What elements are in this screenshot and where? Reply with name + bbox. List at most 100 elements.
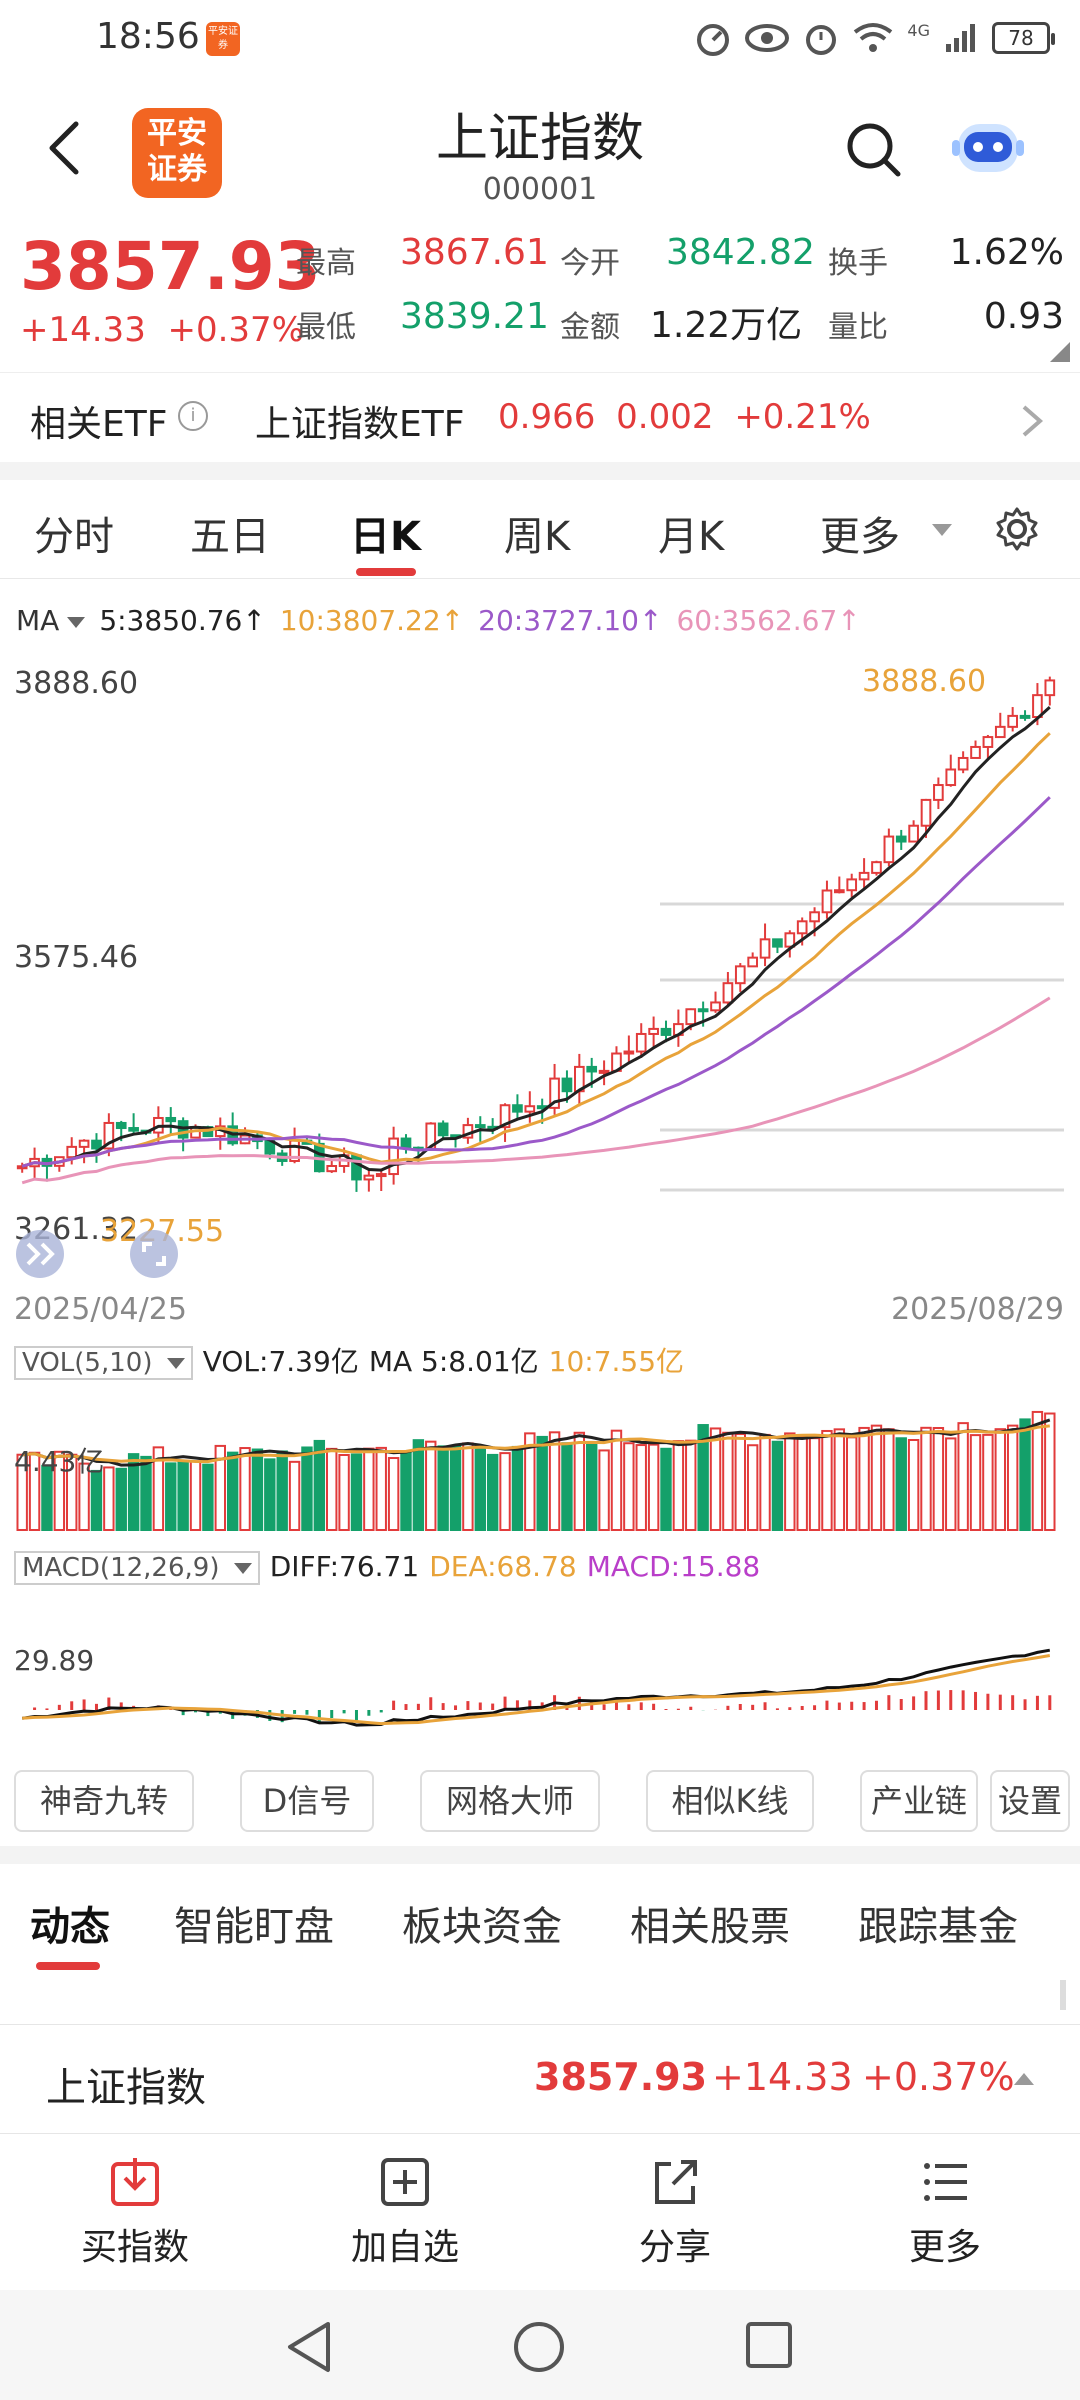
volume-bar xyxy=(449,1444,462,1531)
volume-bar xyxy=(945,1437,957,1531)
macd-chart[interactable]: 29.89 xyxy=(0,1600,1080,1770)
ma5-line xyxy=(21,705,1051,1172)
ma-dropdown-icon[interactable] xyxy=(67,616,86,628)
fullscreen-icon[interactable] xyxy=(128,1228,180,1280)
volume-ratio-label: 量比 xyxy=(828,310,888,345)
volume-bar xyxy=(821,1429,833,1532)
volume-bar xyxy=(573,1431,586,1531)
nav-back-icon[interactable] xyxy=(284,2320,334,2374)
tool-grid-master[interactable]: 网格大师 xyxy=(420,1770,600,1832)
index-quote-row[interactable]: 上证指数 3857.93 +14.33 +0.37% xyxy=(0,2024,1080,2134)
volume-bar xyxy=(808,1437,821,1531)
open-label: 今开 xyxy=(560,246,620,281)
dea-line xyxy=(22,1654,1051,1726)
y-axis-top-label: 3888.60 xyxy=(14,666,139,701)
candlestick xyxy=(710,1001,721,1012)
volume-bar xyxy=(103,1466,115,1531)
volume-bar xyxy=(846,1436,858,1531)
bottom-action-bar: 买指数 加自选 分享 更多 xyxy=(0,2136,1080,2286)
etf-quote: 0.966 0.002 +0.21% xyxy=(498,397,871,437)
caret-up-icon[interactable] xyxy=(1014,2073,1034,2085)
header: 平安证券 上证指数 000001 xyxy=(0,80,1080,220)
volume-bar xyxy=(524,1432,536,1531)
tab-tracking-funds[interactable]: 跟踪基金 xyxy=(858,1904,1018,1950)
volume-bar xyxy=(759,1433,771,1531)
volume-bar xyxy=(660,1447,672,1531)
volume-bar xyxy=(152,1446,165,1531)
tab-five-day[interactable]: 五日 xyxy=(190,514,270,560)
macd-canvas xyxy=(21,1648,1052,1727)
buy-index-button[interactable]: 买指数 xyxy=(50,2156,220,2270)
more-button[interactable]: 更多 xyxy=(860,2156,1030,2270)
diff-value: DIFF:76.71 xyxy=(269,1550,420,1583)
tab-smart-monitor[interactable]: 智能盯盘 xyxy=(174,1904,334,1950)
candlestick xyxy=(722,982,734,1004)
candlestick xyxy=(165,1116,177,1123)
tab-more[interactable]: 更多 xyxy=(820,514,900,560)
tab-sector-funds[interactable]: 板块资金 xyxy=(402,1904,562,1950)
kline-period-tabs: 分时 五日 日K 周K 月K 更多 xyxy=(0,480,1080,580)
volume-bar xyxy=(685,1439,697,1531)
tab-news[interactable]: 动态 xyxy=(30,1904,110,1950)
add-watchlist-button[interactable]: 加自选 xyxy=(320,2156,490,2270)
volume-bar xyxy=(858,1426,870,1531)
candlestick xyxy=(437,1122,449,1137)
volume-bar xyxy=(994,1428,1006,1531)
volume-bar xyxy=(895,1437,907,1531)
candlestick xyxy=(858,871,870,881)
candlestick xyxy=(326,1164,338,1173)
nav-home-icon[interactable] xyxy=(512,2320,566,2374)
volume-chart[interactable]: 4.43亿 xyxy=(0,1380,1080,1540)
kline-chart[interactable]: 3888.60 3575.46 3261.32 3888.60 3227.55 … xyxy=(0,650,1080,1327)
low-label: 最低 xyxy=(296,310,356,345)
volume-bar xyxy=(623,1442,635,1531)
expand-corner-icon[interactable] xyxy=(1050,342,1070,362)
tab-weekly-k[interactable]: 周K xyxy=(504,514,571,560)
volume-bar xyxy=(53,1450,66,1531)
share-button[interactable]: 分享 xyxy=(590,2156,760,2270)
index-price: 3857.93 xyxy=(534,2055,708,2099)
collapse-arrows-icon[interactable] xyxy=(14,1228,66,1280)
end-date-label: 2025/08/29 xyxy=(891,1292,1064,1327)
signal-icon xyxy=(946,24,975,52)
tool-industry-chain[interactable]: 产业链 xyxy=(860,1770,978,1832)
volume-bar xyxy=(870,1424,883,1531)
volume-bar xyxy=(486,1453,499,1531)
related-etf-row[interactable]: 相关ETF i 上证指数ETF 0.966 0.002 +0.21% xyxy=(0,372,1080,462)
candlestick xyxy=(796,920,808,935)
gear-icon[interactable] xyxy=(994,506,1040,552)
index-name: 上证指数 xyxy=(46,2065,206,2111)
tab-intraday[interactable]: 分时 xyxy=(34,514,114,560)
y-axis-mid-label: 3575.46 xyxy=(14,940,139,975)
volume-ma5-value: MA 5:8.01亿 xyxy=(368,1345,539,1378)
robot-assistant-icon[interactable] xyxy=(950,110,1026,186)
status-icons: 4G 78 xyxy=(695,18,1055,58)
status-time: 18:56 xyxy=(96,16,200,57)
volume-ratio-value: 0.93 xyxy=(983,296,1064,337)
volume-bar xyxy=(41,1464,53,1531)
volume-ma10-line xyxy=(22,1424,1050,1464)
tool-similar-kline[interactable]: 相似K线 xyxy=(646,1770,814,1832)
more-label: 更多 xyxy=(908,2227,981,2268)
caret-down-icon[interactable] xyxy=(932,524,952,536)
macd-selector[interactable]: MACD(12,26,9) xyxy=(14,1551,260,1585)
ma20-value: 20:3727.10↑ xyxy=(478,604,663,637)
candlestick xyxy=(388,1137,399,1176)
kline-canvas xyxy=(16,676,1064,1192)
volume-bar xyxy=(771,1440,784,1531)
info-icon[interactable]: i xyxy=(178,401,208,431)
tab-monthly-k[interactable]: 月K xyxy=(658,514,725,560)
volume-selector[interactable]: VOL(5,10) xyxy=(14,1346,193,1380)
chevron-right-icon[interactable] xyxy=(1020,403,1044,439)
volume-bar xyxy=(387,1457,400,1531)
tab-related-stocks[interactable]: 相关股票 xyxy=(630,1904,790,1950)
tool-settings[interactable]: 设置 xyxy=(990,1770,1070,1832)
candlestick xyxy=(1007,714,1018,728)
tool-magic-nine[interactable]: 神奇九转 xyxy=(14,1770,194,1832)
back-icon[interactable] xyxy=(44,118,84,178)
scrollbar[interactable] xyxy=(1060,1980,1066,2010)
nav-recents-icon[interactable] xyxy=(744,2320,794,2370)
search-icon[interactable] xyxy=(844,120,904,180)
tab-daily-k[interactable]: 日K xyxy=(350,514,421,560)
tool-d-signal[interactable]: D信号 xyxy=(240,1770,374,1832)
